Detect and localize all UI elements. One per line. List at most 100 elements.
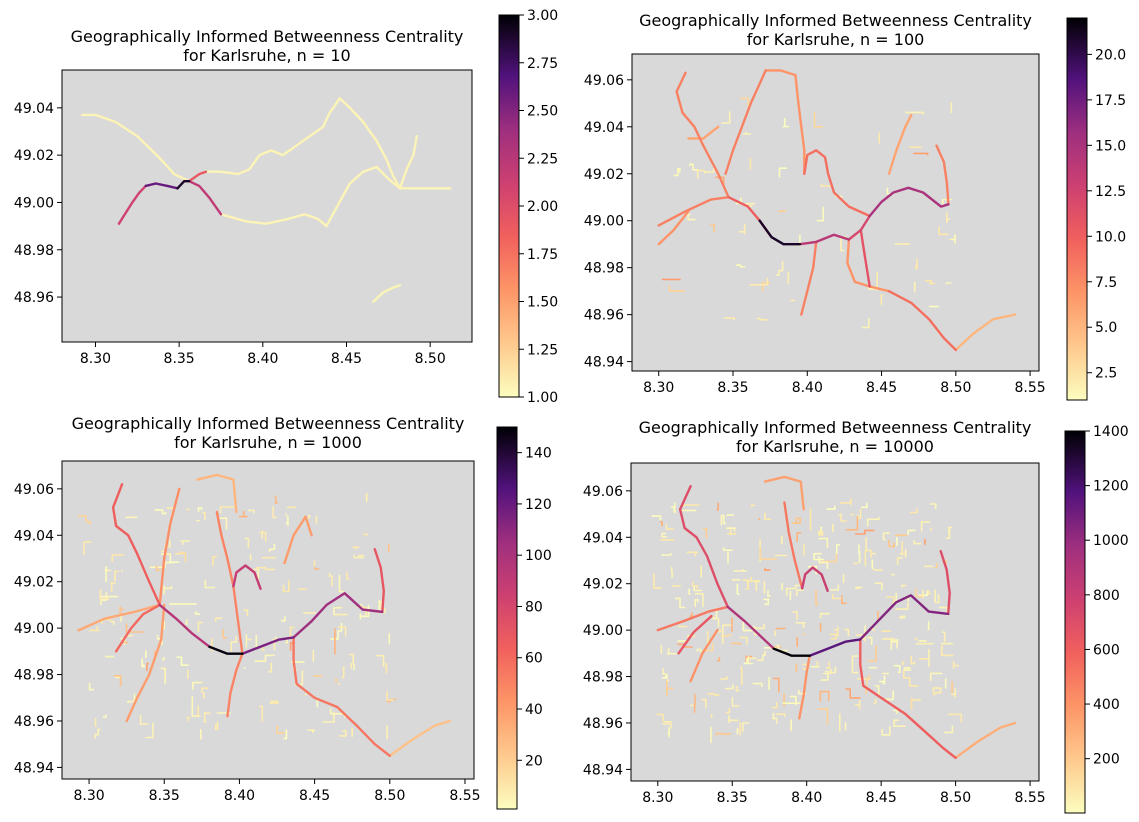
street-edge (689, 589, 690, 594)
street-edge (895, 594, 897, 602)
colorbar-tick-label: 2.50 (527, 104, 558, 120)
x-tick-label: 8.45 (866, 380, 897, 396)
street-edge (915, 283, 916, 292)
y-tick-label: 49.02 (583, 577, 623, 593)
y-tick-label: 48.98 (14, 243, 54, 259)
colorbar-tick-label: 100 (525, 548, 552, 564)
x-tick-label: 8.40 (224, 788, 255, 804)
x-tick-label: 8.55 (1014, 790, 1045, 806)
colorbar-tick-label: 60 (525, 651, 543, 667)
colorbar-tick-label: 140 (525, 446, 552, 462)
street-edge (668, 728, 669, 737)
colorbar-tick-label: 1.75 (527, 247, 558, 263)
colorbar-tick-label: 1.00 (527, 390, 558, 406)
colorbar-tick-label: 5.0 (1095, 320, 1117, 336)
chart-title: Geographically Informed Betweenness Cent… (71, 27, 464, 46)
y-tick-label: 48.96 (14, 714, 54, 730)
x-tick-label: 8.35 (164, 351, 195, 367)
x-tick-label: 8.50 (374, 788, 405, 804)
y-tick-label: 48.94 (14, 760, 54, 776)
street-edge (270, 701, 277, 703)
x-tick-label: 8.40 (792, 380, 823, 396)
x-tick-label: 8.40 (247, 351, 278, 367)
y-tick-label: 49.02 (584, 167, 624, 183)
y-tick-label: 48.98 (584, 261, 624, 277)
x-tick-label: 8.45 (866, 790, 897, 806)
chart-svg: Geographically Informed Betweenness Cent… (570, 0, 1139, 409)
chart-title: Geographically Informed Betweenness Cent… (72, 414, 465, 433)
x-tick-label: 8.35 (717, 380, 748, 396)
x-tick-label: 8.30 (643, 380, 674, 396)
street-edge (873, 553, 875, 554)
x-tick-label: 8.50 (940, 380, 971, 396)
y-tick-label: 49.00 (583, 623, 623, 639)
colorbar-tick-label: 40 (525, 702, 543, 718)
colorbar (1067, 18, 1087, 400)
x-tick-label: 8.30 (73, 788, 104, 804)
y-tick-label: 48.96 (584, 308, 624, 324)
chart-svg: Geographically Informed Betweenness Cent… (570, 409, 1139, 818)
y-tick-label: 49.04 (14, 101, 54, 117)
street-edge (856, 587, 862, 588)
colorbar-tick-label: 3.00 (527, 8, 558, 24)
colorbar-tick-label: 120 (525, 497, 552, 513)
chart-title: Geographically Informed Betweenness Cent… (639, 418, 1032, 437)
colorbar-tick-label: 2.5 (1095, 366, 1117, 382)
colorbar-tick-label: 800 (1093, 588, 1120, 604)
colorbar-tick-label: 600 (1093, 642, 1120, 658)
colorbar-tick-label: 12.5 (1095, 184, 1126, 200)
chart-panel-n100: Geographically Informed Betweenness Cent… (570, 0, 1139, 409)
street-edge (817, 662, 818, 666)
x-tick-label: 8.35 (149, 788, 180, 804)
plot-area (62, 461, 474, 779)
chart-svg: Geographically Informed Betweenness Cent… (0, 409, 570, 818)
chart-subtitle: for Karlsruhe, n = 100 (747, 30, 925, 49)
y-tick-label: 48.98 (583, 670, 623, 686)
colorbar-tick-label: 15.0 (1095, 138, 1126, 154)
y-tick-label: 48.94 (583, 762, 623, 778)
x-tick-label: 8.30 (80, 351, 111, 367)
y-tick-label: 49.06 (583, 484, 623, 500)
chart-svg: Geographically Informed Betweenness Cent… (0, 0, 570, 409)
chart-subtitle: for Karlsruhe, n = 10000 (736, 437, 934, 456)
colorbar-tick-label: 20 (525, 753, 543, 769)
plot-area (632, 54, 1039, 371)
y-tick-label: 48.96 (583, 716, 623, 732)
colorbar-tick-label: 17.5 (1095, 93, 1126, 109)
street-edge (116, 677, 119, 678)
colorbar-tick-label: 1400 (1093, 424, 1129, 440)
plot-area (62, 70, 472, 342)
y-tick-label: 49.06 (14, 482, 54, 498)
colorbar-tick-label: 2.00 (527, 199, 558, 215)
chart-title: Geographically Informed Betweenness Cent… (639, 11, 1032, 30)
colorbar (499, 15, 519, 397)
colorbar-tick-label: 2.25 (527, 151, 558, 167)
street-edge (883, 674, 889, 675)
colorbar-tick-label: 10.0 (1095, 229, 1126, 245)
y-tick-label: 49.02 (14, 148, 54, 164)
colorbar-tick-label: 20.0 (1095, 47, 1126, 63)
y-tick-label: 49.00 (584, 214, 624, 230)
x-tick-label: 8.45 (299, 788, 330, 804)
street-edge (386, 664, 387, 673)
y-tick-label: 49.04 (584, 120, 624, 136)
street-edge (947, 283, 951, 284)
colorbar (1065, 431, 1085, 813)
x-tick-label: 8.55 (449, 788, 480, 804)
x-tick-label: 8.30 (642, 790, 673, 806)
y-tick-label: 49.00 (14, 621, 54, 637)
colorbar-tick-label: 1200 (1093, 479, 1129, 495)
chart-panel-n10: Geographically Informed Betweenness Cent… (0, 0, 570, 409)
y-tick-label: 49.04 (583, 530, 623, 546)
colorbar-tick-label: 400 (1093, 697, 1120, 713)
y-tick-label: 49.02 (14, 575, 54, 591)
street-edge (925, 540, 926, 545)
x-tick-label: 8.50 (415, 351, 446, 367)
x-tick-label: 8.50 (940, 790, 971, 806)
chart-panel-n1000: Geographically Informed Betweenness Cent… (0, 409, 570, 818)
street-edge (163, 658, 164, 660)
colorbar-tick-label: 1.25 (527, 342, 558, 358)
colorbar-tick-label: 1000 (1093, 533, 1129, 549)
street-edge (667, 680, 668, 681)
street-edge (717, 503, 718, 510)
